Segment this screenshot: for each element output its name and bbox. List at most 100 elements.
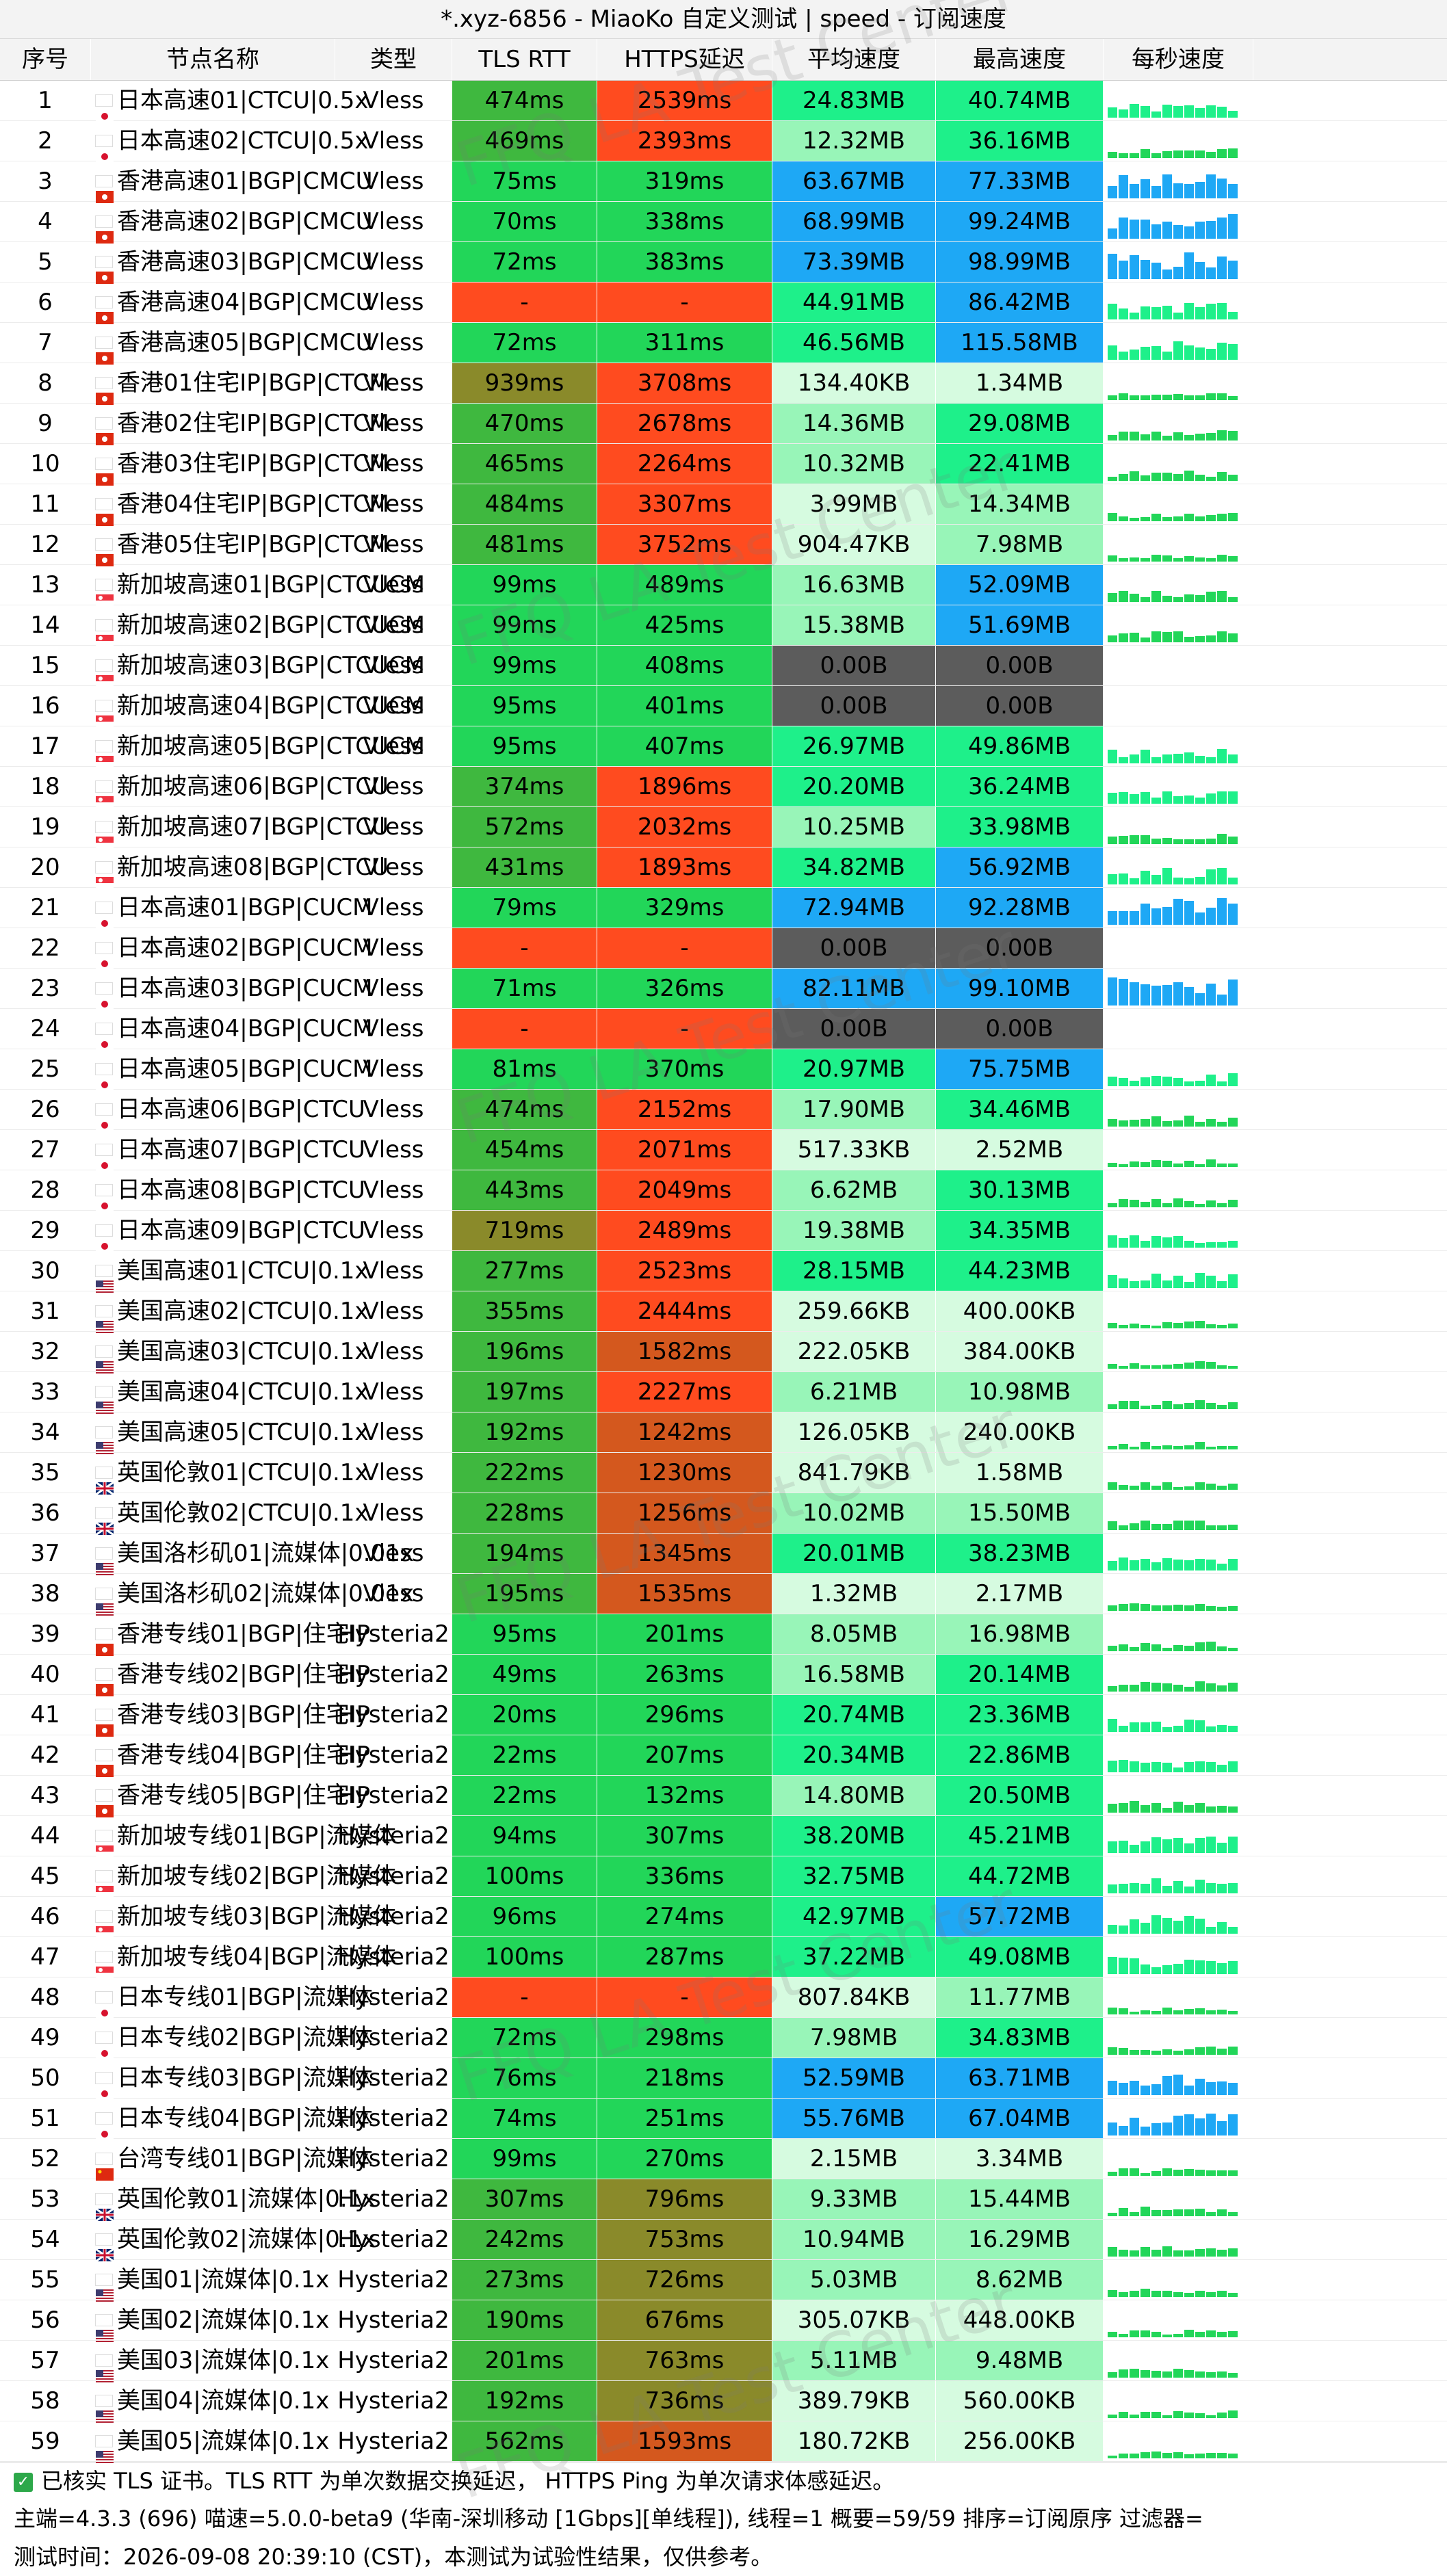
- node-name-text: 日本高速05|BGP|CUCM: [117, 1055, 373, 1083]
- table-row[interactable]: 13 新加坡高速01|BGP|CTCUCM Vless 99ms 489ms 16.63M…: [0, 565, 1447, 607]
- table-row[interactable]: 56 美国02|流媒体|0.1x Hysteria2 190ms 676ms 305.07…: [0, 2300, 1447, 2342]
- speed-sample-bar: [1119, 1444, 1128, 1449]
- avg-speed-cell: 52.59MB: [772, 2058, 936, 2098]
- table-row[interactable]: 31 美国高速02|CTCU|0.1x Vless 355ms 2444ms 259.66…: [0, 1291, 1447, 1333]
- tls-rtt-cell: 70ms: [452, 202, 597, 241]
- table-row[interactable]: 23 日本高速03|BGP|CUCM Vless 71ms 326ms 82.11MB 99…: [0, 969, 1447, 1010]
- header-tls-rtt[interactable]: TLS RTT: [452, 39, 597, 80]
- table-row[interactable]: 24 日本高速04|BGP|CUCM Vless - -0.00B 0.00B: [0, 1009, 1447, 1051]
- table-row[interactable]: 50 日本专线03|BGP|流媒体 Hysteria2 76ms 218ms 52.59M…: [0, 2058, 1447, 2100]
- table-row[interactable]: 11 香港04住宅IP|BGP|CTCM Vless 484ms 3307ms 3.99M…: [0, 484, 1447, 526]
- table-row[interactable]: 22 日本高速02|BGP|CUCM Vless - -0.00B 0.00B: [0, 928, 1447, 970]
- table-row[interactable]: 15 新加坡高速03|BGP|CTCUCM Vless 99ms 408ms 0.00B 0…: [0, 646, 1447, 687]
- speed-sample-bar: [1119, 1558, 1128, 1570]
- table-row[interactable]: 59 美国05|流媒体|0.1x Hysteria2 562ms 1593ms 180.7…: [0, 2421, 1447, 2463]
- speed-sample-bar: [1173, 474, 1183, 481]
- table-row[interactable]: 17 新加坡高速05|BGP|CTCUCM Vless 95ms 407ms 26.97M…: [0, 726, 1447, 768]
- table-row[interactable]: 25 日本高速05|BGP|CUCM Vless 81ms 370ms 20.97MB 75…: [0, 1049, 1447, 1091]
- speed-sample-bar: [1130, 104, 1139, 118]
- table-row[interactable]: 47 新加坡专线04|BGP|流媒体 Hysteria2 100ms 287ms 37.2…: [0, 1937, 1447, 1979]
- table-row[interactable]: 45 新加坡专线02|BGP|流媒体 Hysteria2 100ms 336ms 32.7…: [0, 1856, 1447, 1898]
- table-row[interactable]: 58 美国04|流媒体|0.1x Hysteria2 192ms 736ms 389.79…: [0, 2381, 1447, 2423]
- table-row[interactable]: 49 日本专线02|BGP|流媒体 Hysteria2 72ms 298ms 7.98MB…: [0, 2018, 1447, 2060]
- table-row[interactable]: 27 日本高速07|BGP|CTCU Vless 454ms 2071ms 517.33K…: [0, 1130, 1447, 1172]
- table-row[interactable]: 32 美国高速03|CTCU|0.1x Vless 196ms 1582ms 222.05…: [0, 1332, 1447, 1374]
- speed-sample-bar: [1173, 1645, 1183, 1651]
- table-row[interactable]: 46 新加坡专线03|BGP|流媒体 Hysteria2 96ms 274ms 42.97…: [0, 1897, 1447, 1938]
- max-speed-cell: 23.36MB: [936, 1695, 1104, 1735]
- avg-speed-cell: 389.79KB: [772, 2381, 936, 2421]
- https-delay-cell: 796ms: [597, 2179, 772, 2219]
- speed-sample-bar: [1217, 898, 1227, 925]
- table-row[interactable]: 18 新加坡高速06|BGP|CTCU Vless 374ms 1896ms 20.20M…: [0, 767, 1447, 809]
- node-type: Hysteria2: [335, 1816, 452, 1856]
- flag-sg-icon: [95, 1870, 114, 1898]
- table-row[interactable]: 4 香港高速02|BGP|CMCU Vless 70ms 338ms 68.99MB 99.…: [0, 202, 1447, 244]
- table-row[interactable]: 21 日本高速01|BGP|CUCM Vless 79ms 329ms 72.94MB 92…: [0, 888, 1447, 930]
- header-no[interactable]: 序号: [0, 39, 91, 80]
- table-row[interactable]: 34 美国高速05|CTCU|0.1x Vless 192ms 1242ms 126.05…: [0, 1412, 1447, 1454]
- avg-speed-cell: 5.11MB: [772, 2341, 936, 2380]
- table-row[interactable]: 3 香港高速01|BGP|CMCU Vless 75ms 319ms 63.67MB 77.…: [0, 161, 1447, 203]
- table-row[interactable]: 29 日本高速09|BGP|CTCU Vless 719ms 2489ms 19.38MB…: [0, 1211, 1447, 1252]
- tls-rtt-cell: 374ms: [452, 767, 597, 806]
- tls-rtt-cell: 201ms: [452, 2341, 597, 2380]
- https-delay-cell: 2152ms: [597, 1090, 772, 1129]
- table-row[interactable]: 2 日本高速02|CTCU|0.5x Vless 469ms 2393ms 12.32MB…: [0, 121, 1447, 163]
- speed-sample-bar: [1184, 1887, 1194, 1893]
- tls-rtt-cell: 22ms: [452, 1735, 597, 1775]
- header-name[interactable]: 节点名称: [91, 39, 335, 80]
- table-row[interactable]: 39 香港专线01|BGP|住宅IP Hysteria2 95ms 201ms 8.05M…: [0, 1614, 1447, 1656]
- table-row[interactable]: 19 新加坡高速07|BGP|CTCU Vless 572ms 2032ms 10.25M…: [0, 807, 1447, 849]
- header-type[interactable]: 类型: [335, 39, 452, 80]
- node-name: 美国03|流媒体|0.1x: [91, 2341, 335, 2382]
- speed-sample-bar: [1228, 1525, 1238, 1530]
- table-row[interactable]: 6 香港高速04|BGP|CMCU Vless - -44.91MB 86.42MB: [0, 282, 1447, 324]
- table-row[interactable]: 52 台湾专线01|BGP|流媒体 Hysteria2 99ms 270ms 2.15MB…: [0, 2139, 1447, 2181]
- table-row[interactable]: 51 日本专线04|BGP|流媒体 Hysteria2 74ms 251ms 55.76M…: [0, 2099, 1447, 2140]
- table-row[interactable]: 16 新加坡高速04|BGP|CTCUCM Vless 95ms 401ms 0.00B 0…: [0, 686, 1447, 728]
- table-row[interactable]: 8 香港01住宅IP|BGP|CTCM Vless 939ms 3708ms 134.40…: [0, 363, 1447, 405]
- speed-sample-bar: [1162, 555, 1172, 562]
- table-row[interactable]: 20 新加坡高速08|BGP|CTCU Vless 431ms 1893ms 34.82M…: [0, 847, 1447, 889]
- header-max-speed[interactable]: 最高速度: [936, 39, 1104, 80]
- header-https-delay[interactable]: HTTPS延迟: [597, 39, 772, 80]
- speed-sample-bar: [1195, 347, 1205, 360]
- node-name: 日本高速01|BGP|CUCM: [91, 888, 372, 930]
- table-row[interactable]: 48 日本专线01|BGP|流媒体 Hysteria2- -807.84KB 11.77…: [0, 1977, 1447, 2019]
- node-type: Vless: [335, 1170, 452, 1210]
- table-row[interactable]: 42 香港专线04|BGP|住宅IP Hysteria2 22ms 207ms 20.34…: [0, 1735, 1447, 1777]
- table-row[interactable]: 40 香港专线02|BGP|住宅IP Hysteria2 49ms 263ms 16.58…: [0, 1655, 1447, 1696]
- table-row[interactable]: 10 香港03住宅IP|BGP|CTCM Vless 465ms 2264ms 10.32…: [0, 444, 1447, 486]
- table-row[interactable]: 14 新加坡高速02|BGP|CTCUCM Vless 99ms 425ms 15.38M…: [0, 605, 1447, 647]
- speed-sample-bar: [1206, 1883, 1216, 1893]
- table-row[interactable]: 38 美国洛杉矶02|流媒体|0.01x Vless 195ms 1535ms 1.32M…: [0, 1574, 1447, 1616]
- table-row[interactable]: 9 香港02住宅IP|BGP|CTCM Vless 470ms 2678ms 14.36M…: [0, 404, 1447, 445]
- speed-sample-bar: [1119, 2008, 1128, 2014]
- speed-sample-bar: [1108, 1804, 1117, 1813]
- table-row[interactable]: 36 英国伦敦02|CTCU|0.1x Vless 228ms 1256ms 10.02M…: [0, 1493, 1447, 1536]
- table-row[interactable]: 7 香港高速05|BGP|CMCU Vless 72ms 311ms 46.56MB 115…: [0, 323, 1447, 365]
- table-row[interactable]: 12 香港05住宅IP|BGP|CTCM Vless 481ms 3752ms 904.4…: [0, 525, 1447, 566]
- flag-us-icon: [95, 1426, 114, 1454]
- table-row[interactable]: 44 新加坡专线01|BGP|流媒体 Hysteria2 94ms 307ms 38.20…: [0, 1816, 1447, 1858]
- table-row[interactable]: 37 美国洛杉矶01|流媒体|0.01x Vless 194ms 1345ms 20.01…: [0, 1534, 1447, 1575]
- table-row[interactable]: 53 英国伦敦01|流媒体|0.1x Hysteria2 307ms 796ms 9.33…: [0, 2179, 1447, 2222]
- header-avg-speed[interactable]: 平均速度: [772, 39, 936, 80]
- table-row[interactable]: 41 香港专线03|BGP|住宅IP Hysteria2 20ms 296ms 20.74…: [0, 1695, 1447, 1737]
- table-row[interactable]: 33 美国高速04|CTCU|0.1x Vless 197ms 2227ms 6.21MB…: [0, 1372, 1447, 1414]
- table-row[interactable]: 5 香港高速03|BGP|CMCU Vless 72ms 383ms 73.39MB 98.…: [0, 242, 1447, 284]
- table-row[interactable]: 57 美国03|流媒体|0.1x Hysteria2 201ms 763ms 5.11MB…: [0, 2341, 1447, 2382]
- table-row[interactable]: 28 日本高速08|BGP|CTCU Vless 443ms 2049ms 6.62MB 3…: [0, 1170, 1447, 1212]
- flag-hk-icon: [95, 256, 114, 284]
- table-row[interactable]: 30 美国高速01|CTCU|0.1x Vless 277ms 2523ms 28.15M…: [0, 1251, 1447, 1293]
- header-per-second-speed[interactable]: 每秒速度: [1104, 39, 1253, 80]
- table-row[interactable]: 26 日本高速06|BGP|CTCU Vless 474ms 2152ms 17.90MB…: [0, 1090, 1447, 1131]
- table-row[interactable]: 35 英国伦敦01|CTCU|0.1x Vless 222ms 1230ms 841.79…: [0, 1453, 1447, 1496]
- table-row[interactable]: 54 英国伦敦02|流媒体|0.1x Hysteria2 242ms 753ms 10.9…: [0, 2220, 1447, 2263]
- speed-sample-bar: [1151, 2123, 1161, 2135]
- per-second-speed-sparkline: [1104, 1816, 1253, 1856]
- table-row[interactable]: 43 香港专线05|BGP|住宅IP Hysteria2 22ms 132ms 14.80…: [0, 1776, 1447, 1817]
- table-row[interactable]: 55 美国01|流媒体|0.1x Hysteria2 273ms 726ms 5.03MB…: [0, 2260, 1447, 2302]
- table-row[interactable]: 1 日本高速01|CTCU|0.5x Vless 474ms 2539ms 24.83MB…: [0, 81, 1447, 122]
